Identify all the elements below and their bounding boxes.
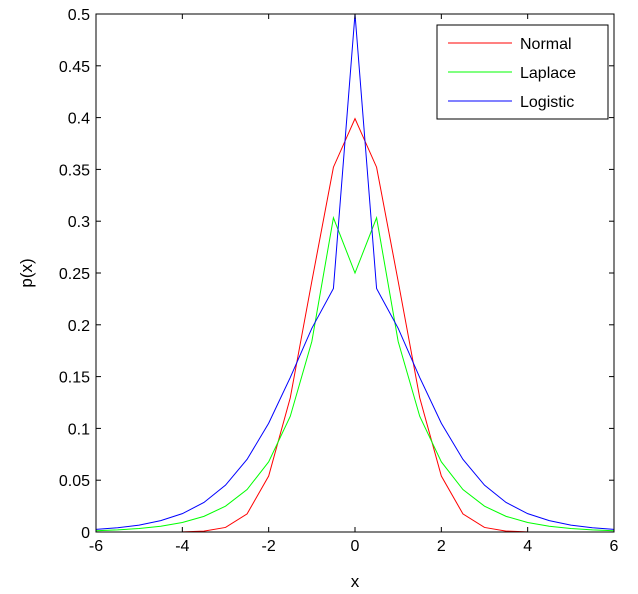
x-tick-label: 2 — [437, 538, 446, 555]
y-tick-label: 0.4 — [68, 111, 90, 128]
legend-label-logistic: Logistic — [520, 94, 574, 111]
legend-label-laplace: Laplace — [520, 65, 576, 82]
tick-layer: -6 -4 -2 0 2 4 6 0 0.05 0.1 0.15 0.2 0.25 0.3 0.35 0.4 0… — [59, 7, 619, 555]
x-tick-label: -4 — [175, 538, 189, 555]
x-tick-label: 6 — [610, 538, 619, 555]
y-tick-label: 0.5 — [68, 7, 90, 24]
legend-label-normal: Normal — [520, 36, 572, 53]
y-tick-label: 0.1 — [68, 421, 90, 438]
y-tick-label: 0.3 — [68, 214, 90, 231]
x-tick-label: -2 — [262, 538, 276, 555]
y-tick-label: 0.45 — [59, 59, 90, 76]
y-tick-label: 0.05 — [59, 473, 90, 490]
x-axis-label: x — [351, 572, 360, 591]
y-tick-label: 0 — [81, 525, 90, 542]
y-tick-label: 0.35 — [59, 162, 90, 179]
x-tick-label: -6 — [89, 538, 103, 555]
x-tick-label: 0 — [351, 538, 360, 555]
legend: Normal Laplace Logistic — [436, 24, 609, 120]
y-tick-label: 0.25 — [59, 266, 90, 283]
y-tick-label: 0.2 — [68, 318, 90, 335]
y-axis-label: p(x) — [17, 258, 36, 287]
y-tick-label: 0.15 — [59, 370, 90, 387]
x-tick-label: 4 — [523, 538, 532, 555]
series-line-laplace — [95, 215, 615, 532]
